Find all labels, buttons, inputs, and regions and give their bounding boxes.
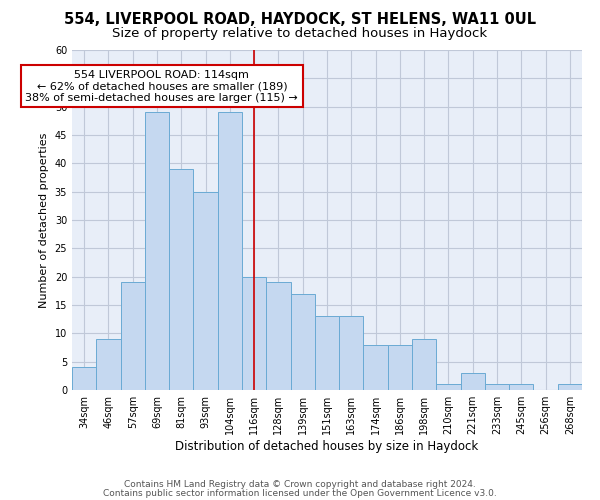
Text: 554 LIVERPOOL ROAD: 114sqm
← 62% of detached houses are smaller (189)
38% of sem: 554 LIVERPOOL ROAD: 114sqm ← 62% of deta… xyxy=(25,70,298,103)
Bar xyxy=(364,344,388,390)
Bar xyxy=(121,282,145,390)
Text: Contains HM Land Registry data © Crown copyright and database right 2024.: Contains HM Land Registry data © Crown c… xyxy=(124,480,476,489)
Bar xyxy=(193,192,218,390)
Bar xyxy=(145,112,169,390)
Bar xyxy=(339,316,364,390)
Bar xyxy=(412,339,436,390)
Bar xyxy=(485,384,509,390)
Bar xyxy=(218,112,242,390)
Bar xyxy=(558,384,582,390)
Bar xyxy=(388,344,412,390)
Text: Size of property relative to detached houses in Haydock: Size of property relative to detached ho… xyxy=(112,28,488,40)
Bar xyxy=(290,294,315,390)
Bar xyxy=(242,276,266,390)
Bar xyxy=(315,316,339,390)
Bar xyxy=(72,368,96,390)
Bar xyxy=(436,384,461,390)
Bar xyxy=(509,384,533,390)
Bar xyxy=(169,169,193,390)
Bar xyxy=(461,373,485,390)
X-axis label: Distribution of detached houses by size in Haydock: Distribution of detached houses by size … xyxy=(175,440,479,453)
Bar xyxy=(266,282,290,390)
Bar xyxy=(96,339,121,390)
Y-axis label: Number of detached properties: Number of detached properties xyxy=(39,132,49,308)
Text: 554, LIVERPOOL ROAD, HAYDOCK, ST HELENS, WA11 0UL: 554, LIVERPOOL ROAD, HAYDOCK, ST HELENS,… xyxy=(64,12,536,28)
Text: Contains public sector information licensed under the Open Government Licence v3: Contains public sector information licen… xyxy=(103,488,497,498)
